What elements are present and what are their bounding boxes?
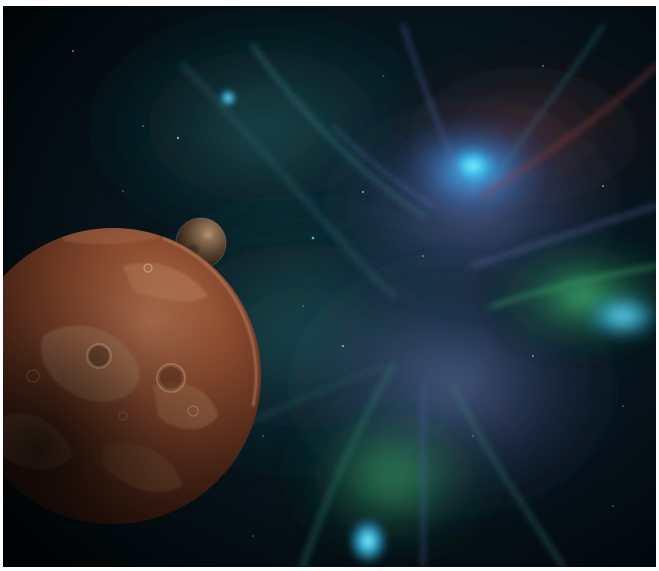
space-image [3,6,656,567]
planet [3,228,261,524]
nebula-filaments [179,23,656,567]
space-scene-illustration [3,6,656,567]
stars [72,50,624,537]
